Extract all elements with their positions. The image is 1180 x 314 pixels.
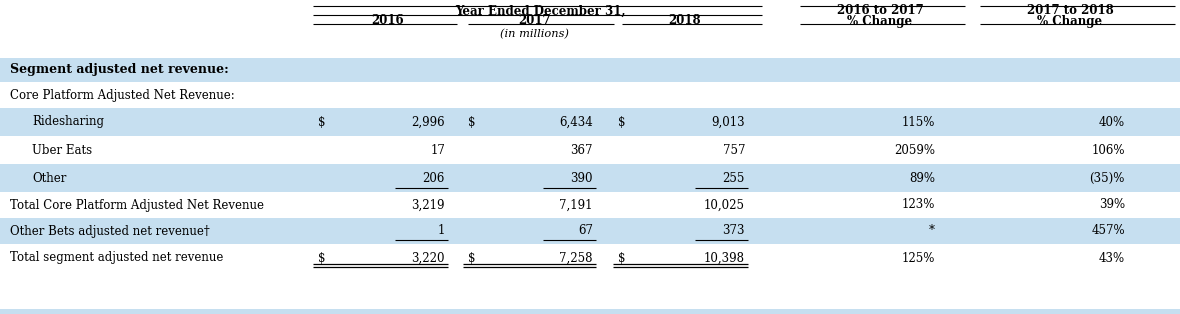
- Text: 3,220: 3,220: [412, 252, 445, 264]
- Text: (in millions): (in millions): [500, 29, 570, 39]
- Text: Other Bets adjusted net revenue†: Other Bets adjusted net revenue†: [9, 225, 210, 237]
- Text: Uber Eats: Uber Eats: [32, 143, 92, 156]
- Bar: [0, 58, 1180, 82]
- Text: % Change: % Change: [1037, 14, 1102, 28]
- Text: 67: 67: [578, 225, 594, 237]
- Text: 1: 1: [438, 225, 445, 237]
- Bar: [0, 164, 1180, 192]
- Text: Year Ended December 31,: Year Ended December 31,: [454, 4, 625, 18]
- Text: Core Platform Adjusted Net Revenue:: Core Platform Adjusted Net Revenue:: [9, 89, 235, 101]
- Bar: [0, 244, 1180, 272]
- Text: 206: 206: [422, 171, 445, 185]
- Text: 17: 17: [431, 143, 445, 156]
- Text: 10,025: 10,025: [704, 198, 745, 212]
- Bar: [0, 218, 1180, 244]
- Bar: [0, 136, 1180, 164]
- Text: 39%: 39%: [1099, 198, 1125, 212]
- Text: 10,398: 10,398: [704, 252, 745, 264]
- Text: 89%: 89%: [909, 171, 935, 185]
- Text: 7,258: 7,258: [559, 252, 594, 264]
- Text: 2017 to 2018: 2017 to 2018: [1027, 4, 1114, 18]
- Text: 6,434: 6,434: [559, 116, 594, 128]
- Bar: [0, 309, 1180, 314]
- Text: Total Core Platform Adjusted Net Revenue: Total Core Platform Adjusted Net Revenue: [9, 198, 264, 212]
- Text: $: $: [468, 252, 476, 264]
- Text: $: $: [618, 116, 625, 128]
- Text: 9,013: 9,013: [712, 116, 745, 128]
- Text: 2018: 2018: [669, 14, 701, 28]
- Bar: [0, 192, 1180, 218]
- Text: 3,219: 3,219: [412, 198, 445, 212]
- Text: 7,191: 7,191: [559, 198, 594, 212]
- Text: Ridesharing: Ridesharing: [32, 116, 104, 128]
- Text: 2,996: 2,996: [412, 116, 445, 128]
- Text: 373: 373: [722, 225, 745, 237]
- Text: 115%: 115%: [902, 116, 935, 128]
- Text: 757: 757: [722, 143, 745, 156]
- Text: 367: 367: [570, 143, 594, 156]
- Text: 43%: 43%: [1099, 252, 1125, 264]
- Text: 2016: 2016: [372, 14, 405, 28]
- Text: 123%: 123%: [902, 198, 935, 212]
- Text: % Change: % Change: [847, 14, 912, 28]
- Text: 2016 to 2017: 2016 to 2017: [837, 4, 924, 18]
- Text: 106%: 106%: [1092, 143, 1125, 156]
- Text: 40%: 40%: [1099, 116, 1125, 128]
- Text: Other: Other: [32, 171, 66, 185]
- Text: *: *: [929, 225, 935, 237]
- Text: 125%: 125%: [902, 252, 935, 264]
- Text: $: $: [317, 116, 326, 128]
- Bar: [0, 108, 1180, 136]
- Text: Total segment adjusted net revenue: Total segment adjusted net revenue: [9, 252, 223, 264]
- Text: 2059%: 2059%: [894, 143, 935, 156]
- Text: $: $: [468, 116, 476, 128]
- Bar: [0, 82, 1180, 108]
- Text: $: $: [618, 252, 625, 264]
- Text: 457%: 457%: [1092, 225, 1125, 237]
- Text: 255: 255: [722, 171, 745, 185]
- Text: 2017: 2017: [519, 14, 551, 28]
- Text: $: $: [317, 252, 326, 264]
- Text: Segment adjusted net revenue:: Segment adjusted net revenue:: [9, 63, 229, 77]
- Text: (35)%: (35)%: [1089, 171, 1125, 185]
- Text: 390: 390: [570, 171, 594, 185]
